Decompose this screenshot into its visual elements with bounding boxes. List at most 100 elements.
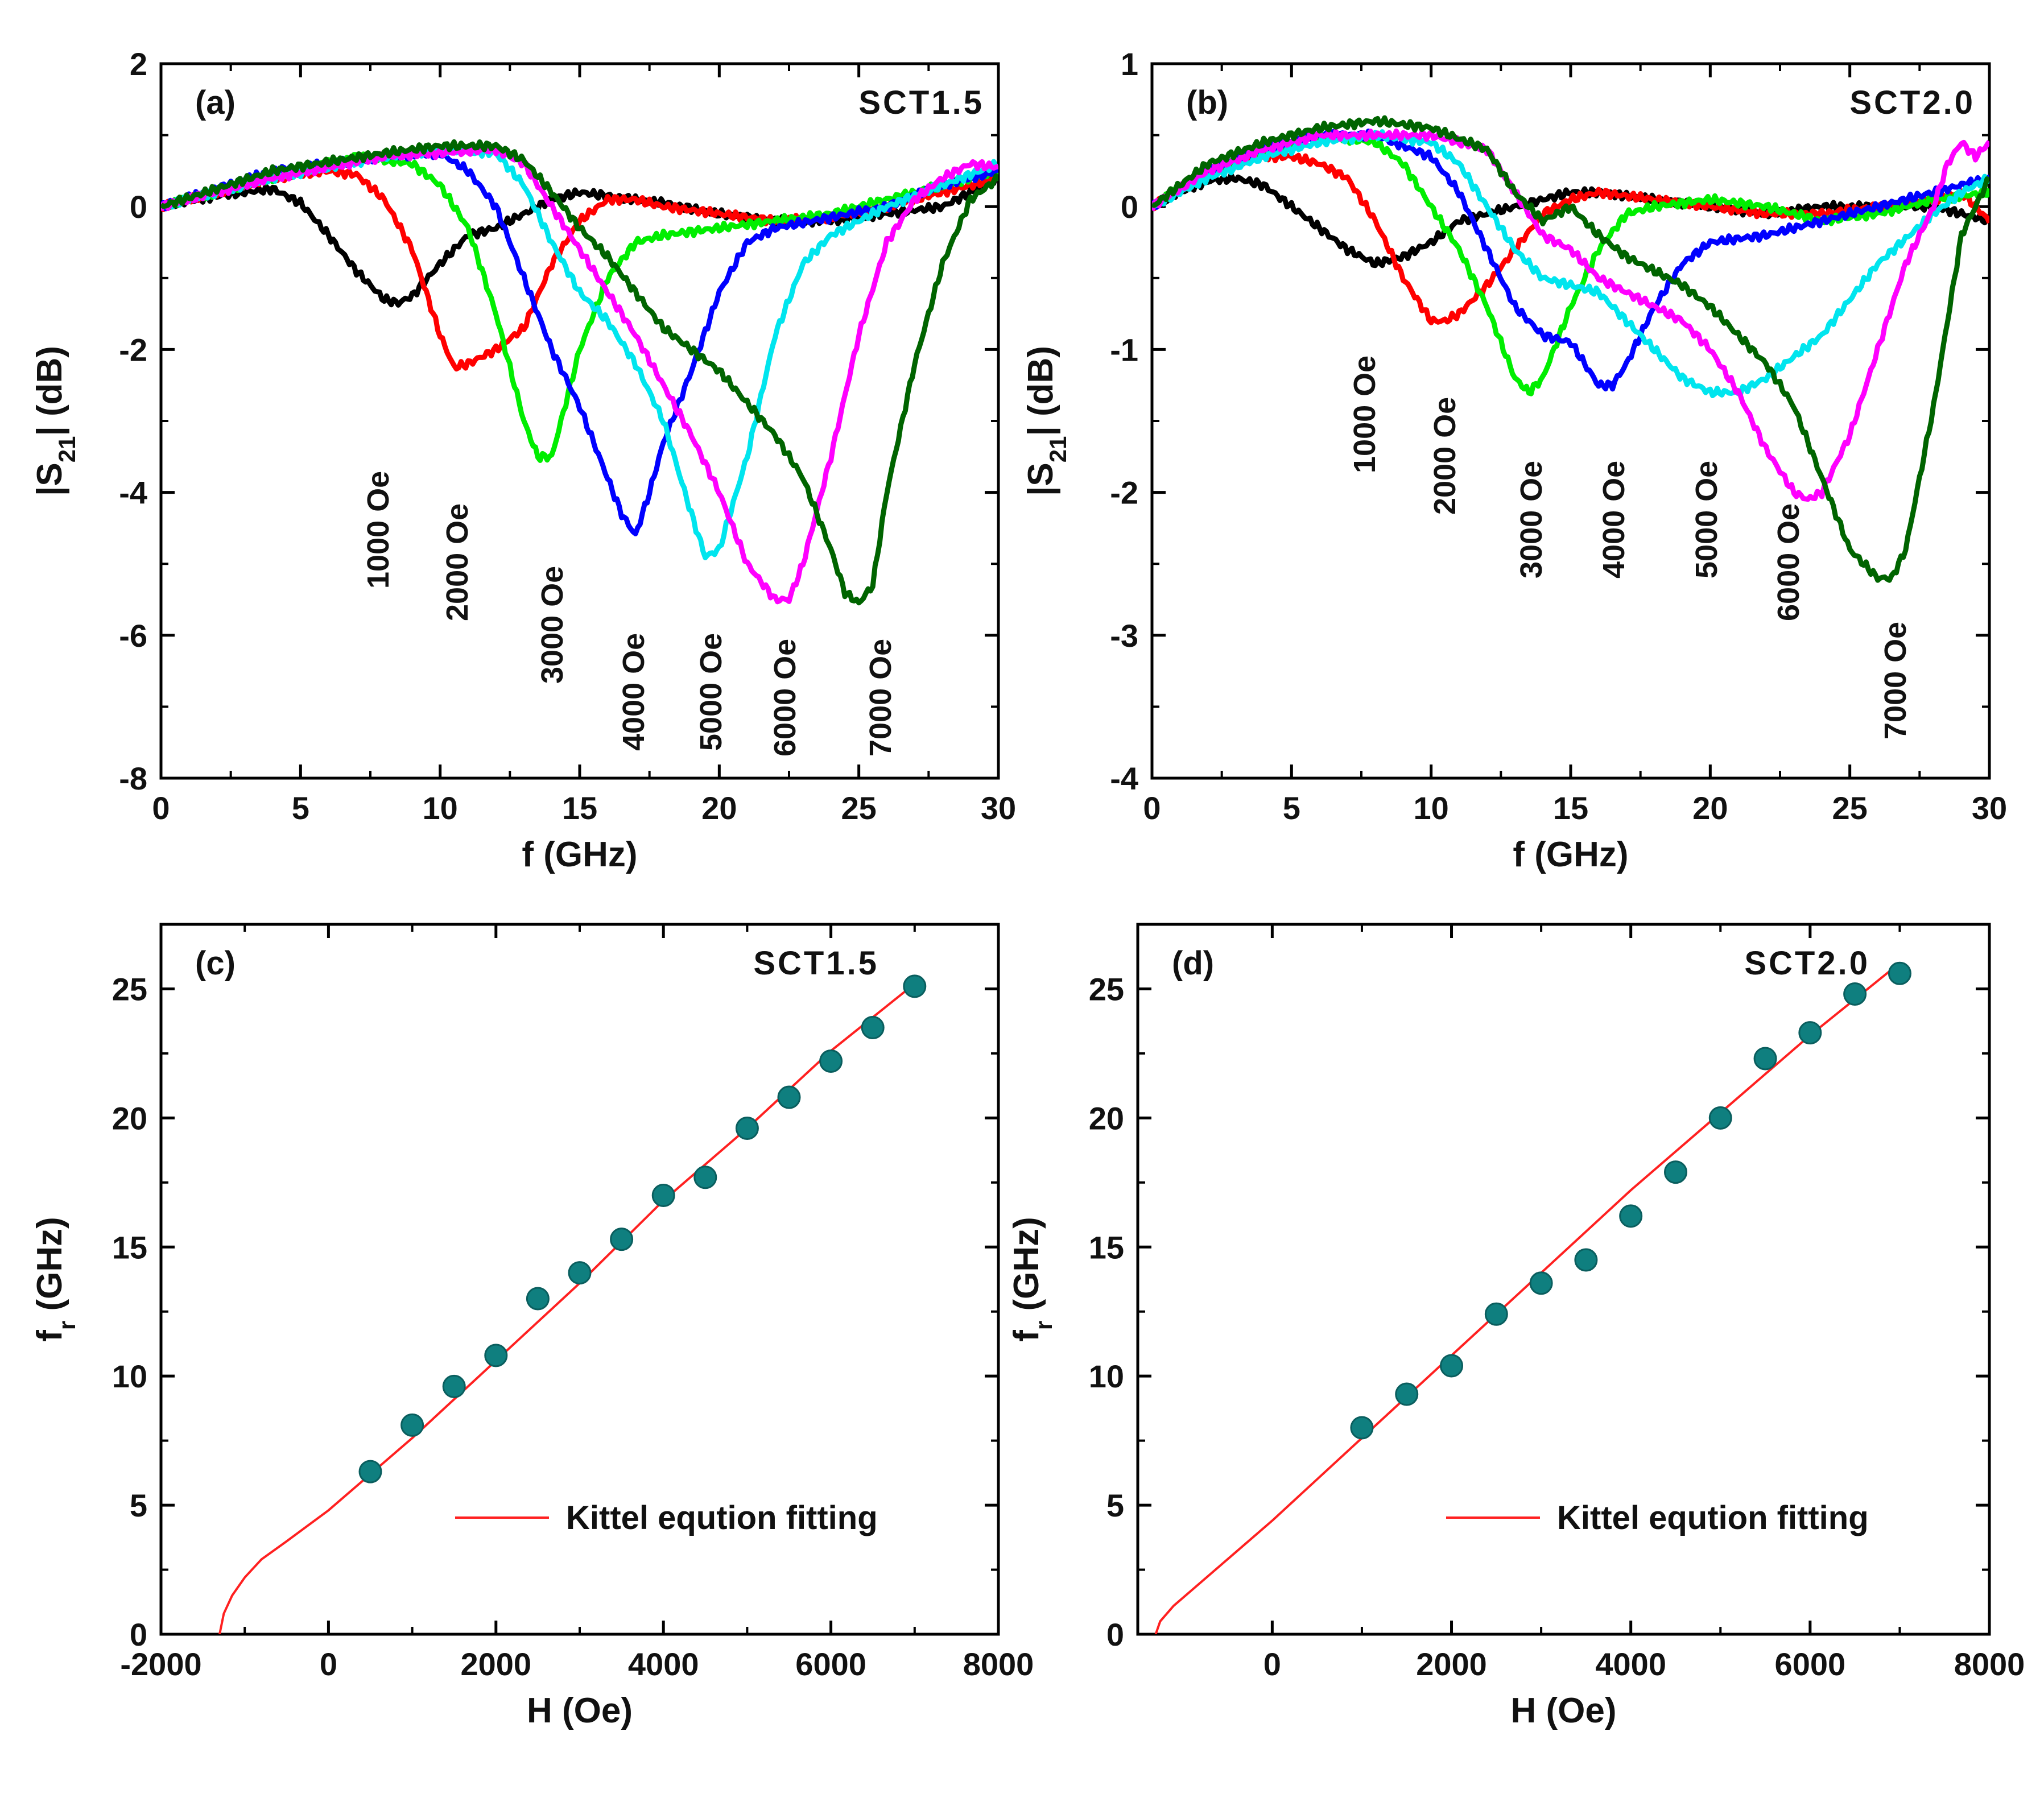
series-line-7000-oe <box>161 139 998 606</box>
x-tick-label: 6000 <box>1775 1646 1846 1682</box>
curve-label: 3000 Oe <box>535 566 569 684</box>
x-tick-label: 30 <box>981 790 1016 826</box>
x-tick-label: 0 <box>320 1646 337 1682</box>
y-tick-label: 20 <box>1089 1100 1124 1136</box>
curve-label: 7000 Oe <box>1878 622 1913 739</box>
y-tick-label: -3 <box>1110 618 1138 654</box>
x-tick-label: 8000 <box>1954 1646 2025 1682</box>
panel-label: (a) <box>195 84 236 121</box>
x-tick-label: 0 <box>1263 1646 1281 1682</box>
sample-label: SCT1.5 <box>753 945 879 982</box>
data-point <box>1798 1021 1822 1045</box>
data-point <box>358 1460 382 1483</box>
data-point <box>693 1166 717 1189</box>
data-point <box>1350 1416 1374 1440</box>
data-point <box>1529 1271 1553 1295</box>
series-line-1000-oe <box>161 173 998 308</box>
curve-label: 2000 Oe <box>1428 397 1462 515</box>
data-point <box>777 1085 801 1109</box>
data-point <box>526 1287 550 1311</box>
curve-label: 1000 Oe <box>361 471 395 589</box>
data-point <box>1753 1047 1777 1071</box>
curve-label: 2000 Oe <box>440 503 474 621</box>
curve-label: 1000 Oe <box>1348 356 1382 473</box>
x-tick-label: 25 <box>1832 790 1868 826</box>
y-tick-label: -2 <box>119 332 147 367</box>
y-tick-label: -8 <box>119 761 147 796</box>
data-point <box>651 1184 675 1208</box>
series-line-5000-oe <box>161 143 998 560</box>
series-line-7000-oe <box>1152 115 1989 583</box>
y-axis-title: fr (GHz) <box>1007 1217 1057 1342</box>
data-point <box>568 1261 592 1285</box>
y-axis-title: fr (GHz) <box>30 1217 80 1342</box>
data-point <box>1843 982 1867 1006</box>
y-tick-label: -4 <box>1110 761 1138 796</box>
data-point <box>610 1228 634 1251</box>
y-tick-label: 25 <box>1089 971 1124 1007</box>
x-tick-label: 25 <box>841 790 877 826</box>
data-layer <box>1154 961 1911 1634</box>
data-point <box>735 1117 759 1140</box>
curve-label: 4000 Oe <box>617 633 651 751</box>
panel-label: (b) <box>1186 84 1228 121</box>
x-tick-label: 5 <box>292 790 309 826</box>
x-axis-title: H (Oe) <box>1511 1691 1617 1730</box>
data-layer <box>218 974 927 1634</box>
panel-label: (c) <box>195 945 236 982</box>
x-tick-label: 20 <box>701 790 737 826</box>
curve-label: 3000 Oe <box>1514 461 1549 578</box>
x-tick-label: 20 <box>1692 790 1728 826</box>
x-axis-title: H (Oe) <box>527 1691 633 1730</box>
data-point <box>819 1049 843 1073</box>
data-point <box>1440 1354 1464 1378</box>
y-tick-label: -6 <box>119 618 147 654</box>
x-tick-label: 0 <box>152 790 170 826</box>
y-tick-label: 20 <box>112 1100 147 1136</box>
x-tick-label: 15 <box>562 790 597 826</box>
x-tick-label: 0 <box>1143 790 1161 826</box>
x-tick-label: 4000 <box>1595 1646 1666 1682</box>
y-tick-label: 5 <box>1106 1487 1124 1523</box>
data-layer <box>161 139 998 606</box>
series-line-3000-oe <box>1152 128 1989 396</box>
x-tick-label: 2000 <box>1416 1646 1487 1682</box>
sample-label: SCT2.0 <box>1849 84 1975 121</box>
series-line-6000-oe <box>1152 128 1989 502</box>
y-tick-label: 0 <box>130 1617 147 1652</box>
y-axis-title: |S21| (dB) <box>1021 346 1071 496</box>
data-point <box>1888 961 1911 985</box>
curve-label: 4000 Oe <box>1597 461 1631 578</box>
sample-label: SCT2.0 <box>1744 945 1870 982</box>
kittel-fit-line <box>218 982 916 1634</box>
data-point <box>1619 1204 1643 1228</box>
data-point <box>1708 1106 1732 1130</box>
curve-label: 5000 Oe <box>694 633 728 751</box>
y-tick-label: -2 <box>1110 475 1138 511</box>
x-axis-title: f (GHz) <box>522 835 637 874</box>
curve-label: 5000 Oe <box>1690 461 1724 578</box>
x-tick-label: 6000 <box>795 1646 866 1682</box>
y-axis-title: |S21| (dB) <box>30 346 80 496</box>
data-point <box>1663 1160 1687 1184</box>
curve-label: 6000 Oe <box>1772 503 1806 621</box>
y-tick-label: 1 <box>1121 46 1138 82</box>
x-tick-label: 8000 <box>963 1646 1034 1682</box>
y-tick-label: 15 <box>1089 1229 1124 1265</box>
data-layer <box>1152 115 1989 583</box>
panel-label: (d) <box>1172 945 1214 982</box>
y-tick-label: 5 <box>130 1487 147 1523</box>
x-tick-label: 10 <box>1414 790 1449 826</box>
data-point <box>1574 1248 1598 1272</box>
series-line-5000-oe <box>1152 129 1989 398</box>
x-tick-label: 2000 <box>461 1646 532 1682</box>
x-tick-label: 15 <box>1553 790 1588 826</box>
sample-label: SCT1.5 <box>858 84 984 121</box>
data-point <box>400 1413 424 1437</box>
series-line-6000-oe <box>161 144 998 605</box>
y-tick-label: 10 <box>1089 1358 1124 1394</box>
legend-label: Kittel eqution fitting <box>1557 1499 1869 1536</box>
